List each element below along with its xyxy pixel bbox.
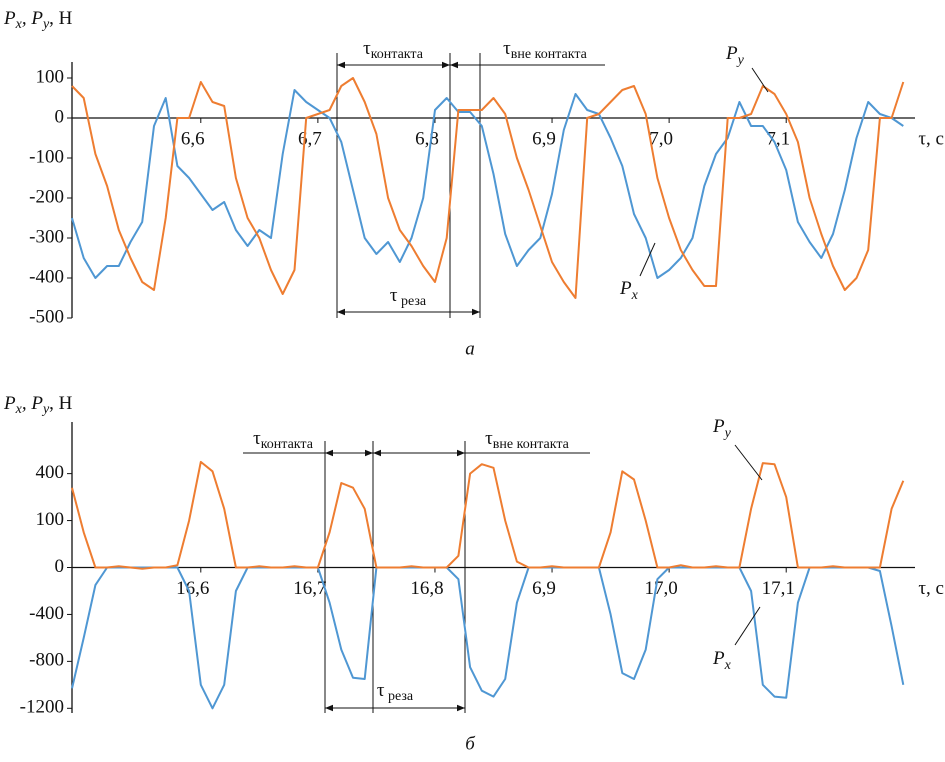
y-tick-label: 100 — [36, 509, 65, 530]
annotation-sub: реза — [398, 294, 427, 309]
y-tick-label: -400 — [29, 266, 64, 287]
y-tick-label: -300 — [29, 226, 64, 247]
y-axis-label-part: y — [41, 17, 50, 32]
series-name: P — [712, 648, 725, 669]
annotation-symbol: τ — [390, 285, 398, 306]
x-tick-label: 6,9 — [532, 128, 556, 149]
x-axis-label: τ, c — [918, 128, 944, 149]
y-axis-label-part: , H — [49, 8, 73, 29]
series-line — [71, 89, 904, 279]
panel: 400 100 0 -400 -800 -1200 16,6 16,7 16,8 6,9 17,0 1… — [3, 393, 944, 754]
annotation-sub: контакта — [261, 437, 314, 452]
y-axis-label: Px, Py, H — [3, 393, 73, 417]
series-line — [71, 566, 905, 710]
y-axis-label-part: y — [41, 402, 50, 417]
annotation: τвне контакта — [503, 38, 587, 62]
annotation-symbol: τ — [363, 38, 371, 59]
annotation-symbol: τ — [377, 680, 385, 701]
y-tick-label: 0 — [55, 106, 65, 127]
annotation: τконтакта — [363, 38, 424, 62]
y-tick-label: 0 — [55, 556, 65, 577]
x-tick-label: 16,7 — [293, 578, 326, 599]
series-label: Px — [712, 648, 732, 673]
series-name-sub: x — [631, 288, 639, 303]
series-name: P — [725, 43, 738, 64]
x-tick-label: 16,8 — [410, 578, 443, 599]
series-label: Py — [725, 43, 745, 68]
series-label: Py — [712, 416, 732, 441]
series-name-sub: y — [736, 53, 745, 68]
series-name-sub: y — [723, 426, 732, 441]
series-name: P — [712, 416, 725, 437]
annotation: τконтакта — [253, 428, 314, 452]
label-leader — [639, 242, 656, 277]
series-label: Px — [619, 278, 639, 303]
annotation: τ реза — [377, 680, 414, 704]
x-tick-label: 16,6 — [176, 578, 209, 599]
x-tick-label: 6,8 — [415, 128, 439, 149]
annotation-sub: контакта — [371, 47, 424, 62]
x-tick-label: 17,0 — [645, 578, 678, 599]
y-axis-label-part: , H — [49, 393, 73, 414]
y-axis-label-part: , P — [22, 8, 44, 29]
series-name: P — [619, 278, 632, 299]
label-leader — [751, 67, 769, 93]
y-tick-label: 400 — [36, 462, 65, 483]
annotation: τвне контакта — [485, 428, 569, 452]
annotation: τ реза — [390, 285, 427, 309]
label-leader — [734, 606, 761, 646]
y-axis-label: Px, Py, H — [3, 8, 73, 32]
panel-caption: а — [465, 338, 475, 359]
x-tick-label: 17,1 — [762, 578, 795, 599]
annotation-symbol: τ — [485, 428, 493, 449]
y-axis-label-part: x — [15, 402, 23, 417]
x-axis-label: τ, c — [918, 578, 944, 599]
x-tick-label: 6,7 — [298, 128, 322, 149]
series-line — [71, 460, 905, 570]
x-tick-label: 7,0 — [649, 128, 673, 149]
y-tick-label: -100 — [29, 146, 64, 167]
x-tick-label: 6,9 — [532, 578, 556, 599]
panel-caption: б — [465, 733, 476, 754]
y-axis-label-part: P — [3, 8, 16, 29]
x-tick-label: 7,1 — [766, 128, 790, 149]
y-tick-label: 100 — [36, 66, 65, 87]
panel: 100 0 -100 -200 -300 -400 -500 6,6 6,7 6,8 6,9 7,0 7… — [3, 8, 944, 359]
annotation-symbol: τ — [253, 428, 261, 449]
annotation-sub: вне контакта — [511, 47, 588, 62]
series-name-sub: x — [724, 658, 732, 673]
y-axis-label-part: x — [15, 17, 23, 32]
annotation-symbol: τ — [503, 38, 511, 59]
y-tick-label: -400 — [29, 603, 64, 624]
annotation-sub: вне контакта — [493, 437, 570, 452]
annotation-sub: реза — [385, 689, 414, 704]
y-axis-label-part: , P — [22, 393, 44, 414]
label-leader — [734, 444, 763, 481]
x-tick-label: 6,6 — [181, 128, 205, 149]
y-tick-label: -500 — [29, 306, 64, 327]
y-tick-label: -800 — [29, 650, 64, 671]
y-tick-label: -200 — [29, 186, 64, 207]
y-axis-label-part: P — [3, 393, 16, 414]
y-tick-label: -1200 — [20, 697, 64, 718]
